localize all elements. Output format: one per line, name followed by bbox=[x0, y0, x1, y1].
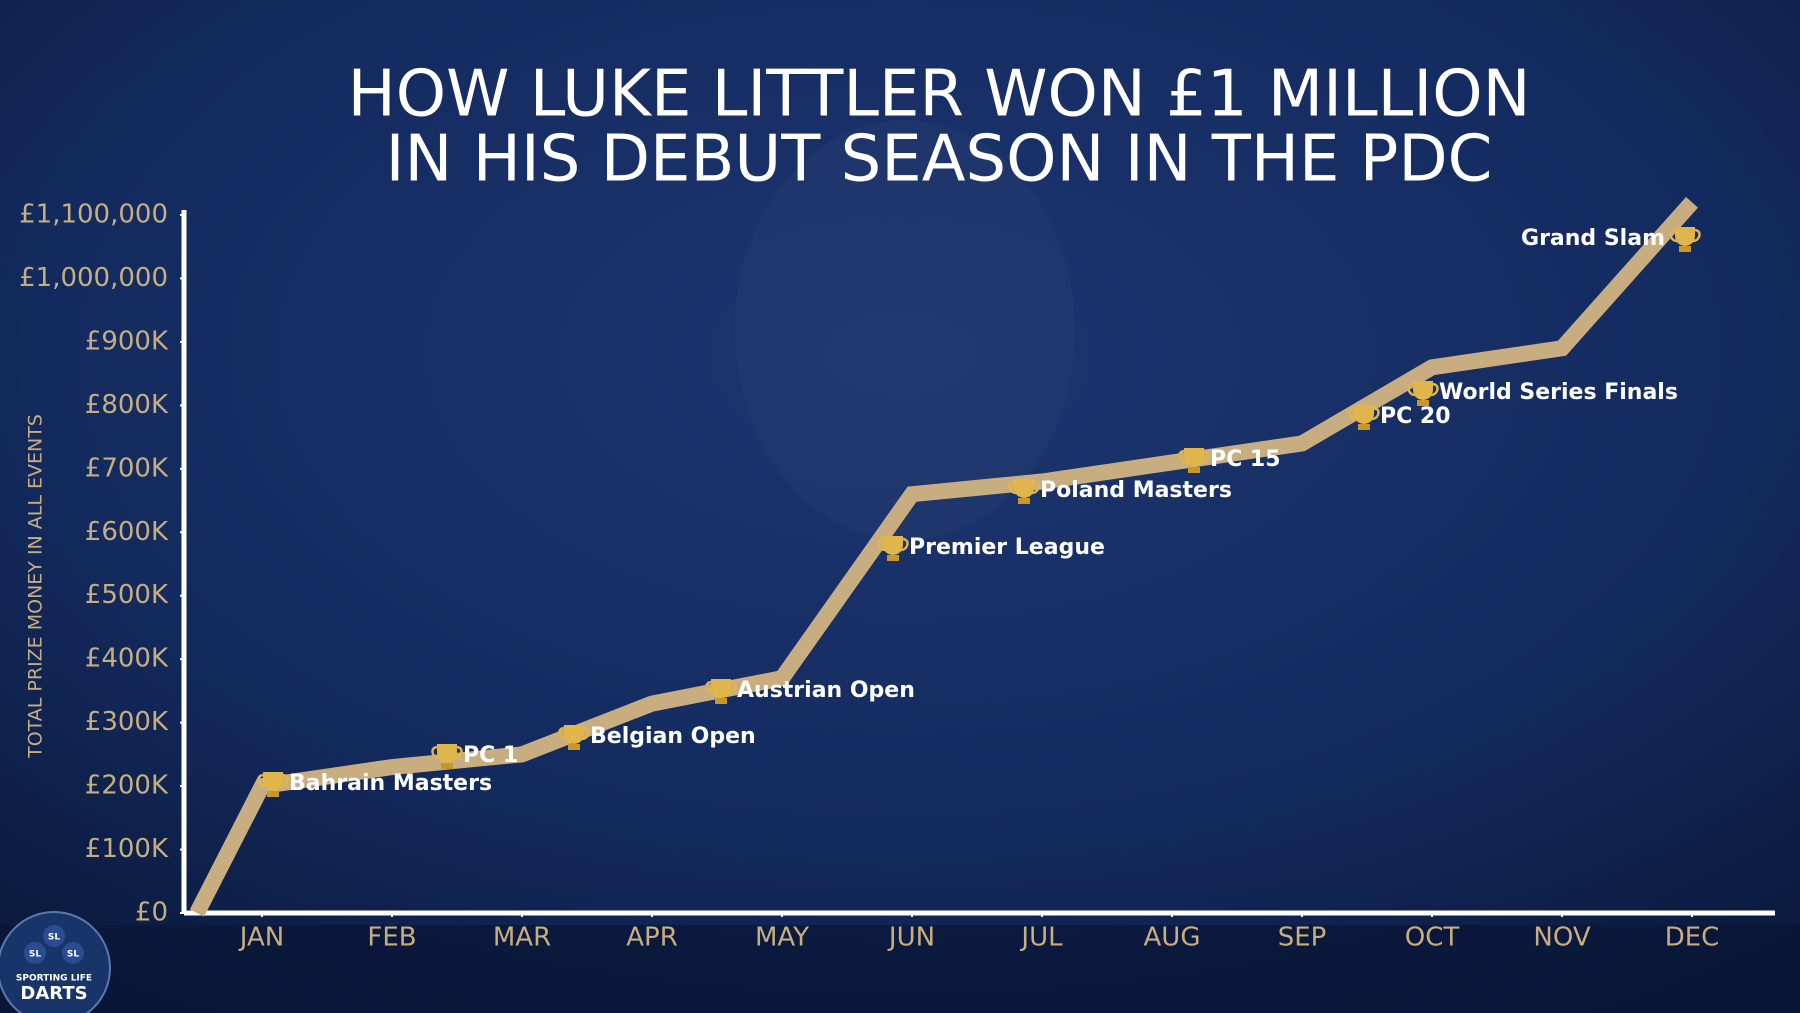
trophy-handles bbox=[1008, 480, 1040, 495]
logo-badge bbox=[0, 911, 111, 1013]
annotation: PC 1 bbox=[463, 743, 518, 768]
trophy-handles bbox=[1348, 406, 1380, 421]
logo-dot bbox=[43, 925, 65, 947]
annotation: Belgian Open bbox=[590, 724, 756, 749]
x-tick-label: AUG bbox=[1144, 923, 1201, 953]
trophy-icon bbox=[877, 536, 909, 561]
trophy-cup bbox=[564, 725, 584, 744]
annotation: World Series Finals bbox=[1439, 380, 1678, 405]
x-tick-label: MAR bbox=[493, 923, 551, 953]
trophy-icon bbox=[558, 725, 590, 750]
trophy-base bbox=[1417, 400, 1429, 406]
trophy-handles bbox=[1178, 449, 1210, 464]
x-tick-label: FEB bbox=[367, 923, 416, 953]
trophy-cup bbox=[1354, 405, 1374, 424]
y-tick-label: £700K bbox=[85, 453, 169, 483]
logo-badge-text: SL bbox=[29, 950, 41, 960]
trophy-base bbox=[715, 698, 727, 704]
y-tick-label: £200K bbox=[85, 771, 169, 801]
trophy-handles bbox=[558, 726, 590, 741]
trophy-handles bbox=[257, 773, 289, 788]
y-tick-label: £1,000,000 bbox=[19, 263, 168, 293]
trophy-handles bbox=[877, 537, 909, 552]
trophy-icon bbox=[1178, 448, 1210, 473]
x-tick-label: NOV bbox=[1533, 923, 1590, 953]
trophy-icon bbox=[1407, 381, 1439, 406]
trophy-base bbox=[568, 744, 580, 750]
trophy-base bbox=[441, 763, 453, 769]
trophy-cup bbox=[263, 772, 283, 791]
annotation: Austrian Open bbox=[737, 678, 915, 703]
x-tick-label: SEP bbox=[1278, 923, 1327, 953]
annotation: Grand Slam bbox=[1521, 226, 1665, 251]
chart-title: HOW LUKE LITTLER WON £1 MILLION bbox=[348, 58, 1531, 132]
x-tick-label: JUL bbox=[1019, 923, 1063, 953]
footer-band bbox=[0, 925, 1800, 1013]
y-tick-label: £0 bbox=[135, 898, 168, 928]
y-tick-label: £500K bbox=[85, 580, 169, 610]
logo-text: DARTS bbox=[20, 983, 87, 1004]
trophy-icon bbox=[705, 679, 737, 704]
y-tick-label: £100K bbox=[85, 834, 169, 864]
annotation: PC 20 bbox=[1380, 404, 1451, 429]
y-tick-label: £400K bbox=[85, 644, 169, 674]
trophy-cup bbox=[437, 744, 457, 763]
y-tick-label: £900K bbox=[85, 326, 169, 356]
trophy-handles bbox=[431, 745, 463, 760]
trophy-base bbox=[1358, 424, 1370, 430]
logo-badge-text: SL bbox=[67, 950, 79, 960]
trophy-base bbox=[1018, 498, 1030, 504]
annotation: Poland Masters bbox=[1040, 478, 1232, 503]
trophy-cup bbox=[711, 679, 731, 698]
trophy-base bbox=[267, 791, 279, 797]
trophy-icon bbox=[1348, 405, 1380, 430]
trophy-base bbox=[1679, 246, 1691, 252]
annotation: Premier League bbox=[909, 535, 1105, 560]
y-tick-label: £800K bbox=[85, 390, 169, 420]
chart-title: IN HIS DEBUT SEASON IN THE PDC bbox=[386, 123, 1493, 197]
trophy-icon bbox=[257, 772, 289, 797]
logo-dot bbox=[62, 942, 84, 964]
y-tick-label: £600K bbox=[85, 517, 169, 547]
data-line bbox=[189, 196, 1698, 917]
trophy-base bbox=[1188, 467, 1200, 473]
logo-dot bbox=[24, 942, 46, 964]
logo-text: SPORTING LIFE bbox=[16, 974, 92, 984]
y-axis-label: TOTAL PRIZE MONEY IN ALL EVENTS bbox=[25, 414, 47, 759]
y-tick-label: £1,100,000 bbox=[19, 200, 168, 230]
trophy-cup bbox=[1675, 227, 1695, 246]
annotation: Bahrain Masters bbox=[289, 771, 492, 796]
x-tick-label: APR bbox=[626, 923, 678, 953]
annotation: PC 15 bbox=[1210, 447, 1281, 472]
trophy-handles bbox=[705, 680, 737, 695]
trophy-handles bbox=[1407, 382, 1439, 397]
trophy-icon bbox=[1669, 227, 1701, 252]
y-tick-label: £300K bbox=[85, 707, 169, 737]
x-tick-label: OCT bbox=[1405, 923, 1460, 953]
x-tick-label: JUN bbox=[887, 923, 935, 953]
trophy-icon bbox=[431, 744, 463, 769]
logo: SL SL SL SPORTING LIFE DARTS bbox=[0, 911, 111, 1013]
x-tick-label: MAY bbox=[755, 923, 809, 953]
trophy-cup bbox=[1184, 448, 1204, 467]
trophy-handles bbox=[1669, 228, 1701, 243]
trophy-cup bbox=[883, 536, 903, 555]
logo-badge-text: SL bbox=[48, 933, 60, 943]
trophy-cup bbox=[1413, 381, 1433, 400]
trophy-icon bbox=[1008, 479, 1040, 504]
trophy-base bbox=[887, 555, 899, 561]
x-tick-label: JAN bbox=[238, 923, 284, 953]
background-portrait bbox=[735, 120, 1075, 540]
trophy-cup bbox=[1014, 479, 1034, 498]
x-tick-label: DEC bbox=[1665, 923, 1720, 953]
